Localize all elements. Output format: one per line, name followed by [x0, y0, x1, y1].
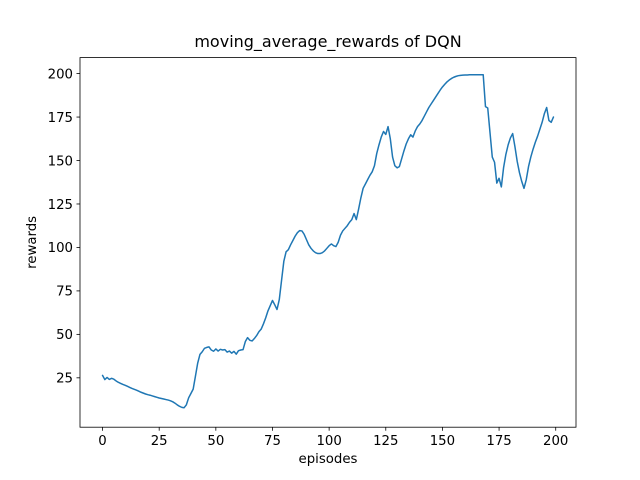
chart-title: moving_average_rewards of DQN — [194, 32, 461, 52]
y-tick-label: 25 — [56, 372, 73, 387]
y-tick-label: 125 — [48, 198, 73, 213]
x-tick-label: 200 — [543, 434, 568, 449]
x-tick-label: 50 — [207, 434, 224, 449]
x-axis-ticks: 0 25 50 75 100 125 150 175 200 — [98, 427, 568, 449]
data-series — [101, 74, 555, 409]
x-tick-label: 100 — [316, 434, 341, 449]
y-tick-label: 150 — [48, 154, 73, 169]
y-axis-ticks: 25 50 75 100 125 150 175 200 — [48, 67, 80, 387]
x-tick-label: 0 — [98, 434, 106, 449]
x-tick-label: 75 — [264, 434, 281, 449]
moving_average_rewards-line — [101, 74, 555, 409]
x-tick-label: 175 — [486, 434, 511, 449]
x-tick-label: 150 — [430, 434, 455, 449]
y-tick-label: 175 — [48, 111, 73, 126]
x-tick-label: 125 — [373, 434, 398, 449]
y-axis-label: rewards — [25, 216, 40, 269]
x-tick-label: 25 — [151, 434, 168, 449]
y-tick-label: 50 — [56, 328, 73, 343]
y-tick-label: 200 — [48, 67, 73, 82]
y-tick-label: 100 — [48, 241, 73, 256]
x-axis-label: episodes — [299, 452, 358, 467]
plot-area — [79, 57, 577, 428]
y-tick-label: 75 — [56, 285, 73, 300]
